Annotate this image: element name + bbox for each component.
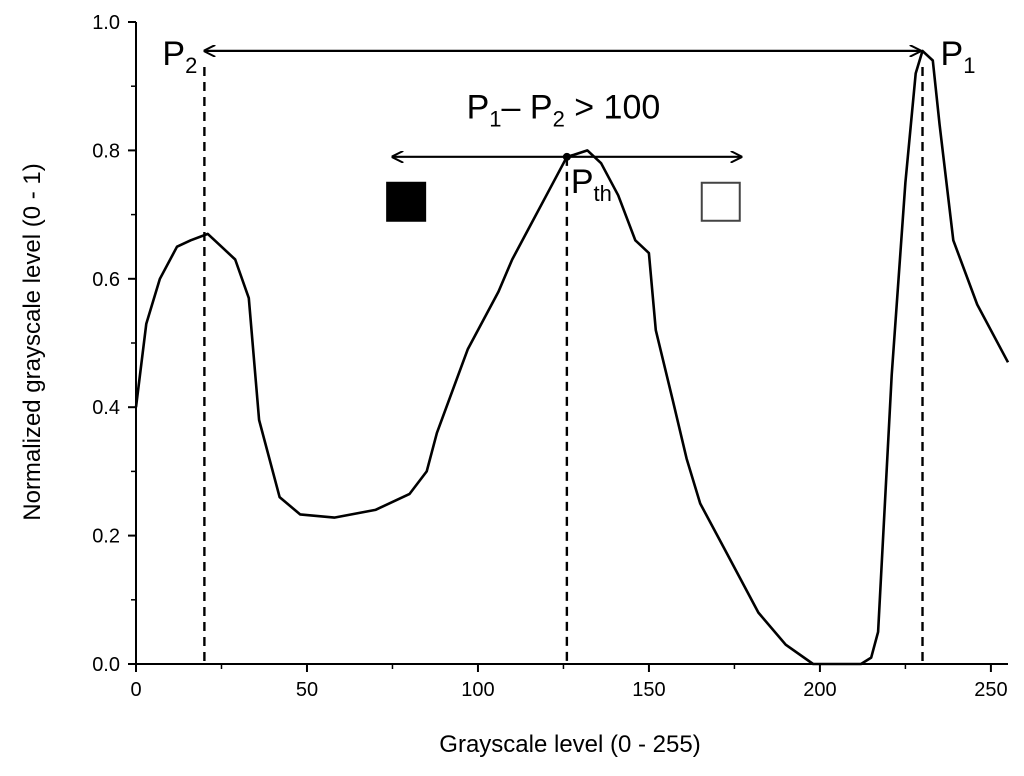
- difference-text: > 100: [565, 88, 660, 126]
- x-axis-title: Grayscale level (0 - 255): [439, 731, 700, 758]
- y-tick-label: 1.0: [92, 12, 120, 34]
- black-square-marker: [386, 181, 427, 222]
- difference-text: – P: [502, 88, 553, 126]
- p1-label: P1: [941, 35, 976, 78]
- x-tick-label: 150: [632, 679, 665, 701]
- pth-letter: P: [571, 163, 594, 201]
- p1-subscript: 1: [963, 53, 975, 78]
- y-tick-label: 0.8: [92, 140, 120, 162]
- p1-letter: P: [941, 35, 964, 73]
- ticks: 0 50 100 150 200 250 0.0 0.2 0.4 0.6 0.8 1.0: [92, 12, 1007, 701]
- series-layer: [134, 49, 1010, 666]
- y-tick-label: 0.6: [92, 269, 120, 291]
- pth-label: Pth: [571, 163, 612, 206]
- difference-text: P: [467, 88, 490, 126]
- white-square-marker: [700, 181, 741, 222]
- histogram-line: [134, 49, 1010, 666]
- difference-subscript: 1: [489, 106, 501, 131]
- p2-label: P2: [162, 35, 197, 78]
- x-tick-label: 0: [130, 679, 141, 701]
- x-tick-label: 200: [803, 679, 836, 701]
- difference-subscript: 2: [553, 106, 565, 131]
- x-tick-label: 50: [296, 679, 318, 701]
- y-axis-title: Normalized grayscale level (0 - 1): [19, 163, 46, 520]
- p2-letter: P: [162, 35, 185, 73]
- y-tick-label: 0.2: [92, 526, 120, 548]
- y-tick-label: 0.4: [92, 397, 120, 419]
- pth-subscript: th: [594, 181, 612, 206]
- difference-label: P1– P2 > 100: [467, 88, 661, 131]
- x-tick-label: 100: [461, 679, 494, 701]
- x-tick-label: 250: [974, 679, 1007, 701]
- guide-lines: [203, 66, 924, 664]
- y-tick-label: 0.0: [92, 654, 120, 676]
- p2-subscript: 2: [185, 53, 197, 78]
